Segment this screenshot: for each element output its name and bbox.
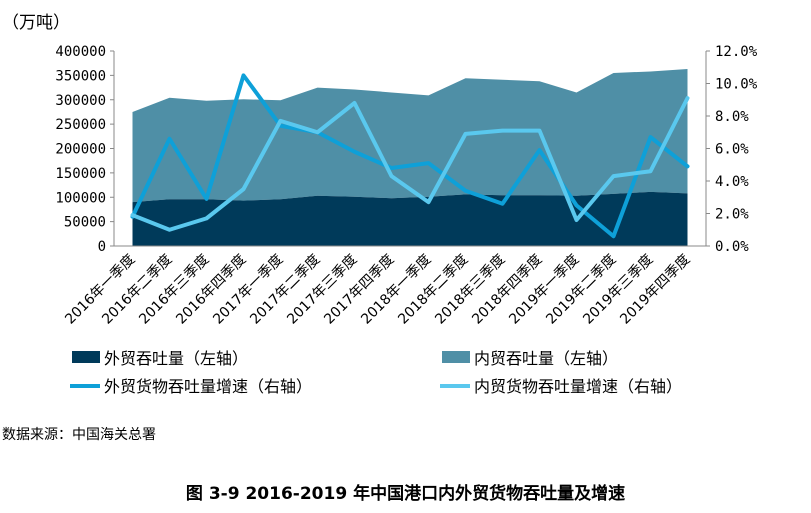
unit-label: （万吨）: [2, 13, 70, 33]
line-foreign-growth-point: [613, 235, 614, 237]
area-domestic-throughput: [132, 69, 688, 203]
area-layer: [132, 69, 688, 246]
line-domestic-growth-point: [206, 217, 207, 219]
line-domestic-growth-point: [169, 229, 170, 231]
line-domestic-growth-point: [613, 175, 614, 177]
line-foreign-growth-point: [243, 74, 244, 76]
y-left-tick-label: 400000: [55, 44, 106, 60]
line-foreign-growth-point: [502, 203, 503, 205]
line-foreign-growth-point: [539, 149, 540, 151]
line-domestic-growth-point: [576, 219, 577, 221]
legend-label: 内贸吞吐量（左轴）: [474, 349, 618, 368]
line-domestic-growth-point: [391, 175, 392, 177]
figure-caption: 图 3-9 2016-2019 年中国港口内外贸货物吞吐量及增速: [185, 484, 626, 504]
area-foreign-throughput: [132, 191, 688, 246]
line-foreign-growth-point: [169, 138, 170, 140]
line-domestic-growth-point: [243, 188, 244, 190]
line-domestic-growth-point: [539, 130, 540, 132]
y-left-tick-label: 0: [98, 239, 106, 255]
line-foreign-growth-point: [650, 136, 651, 138]
line-domestic-growth-point: [687, 97, 688, 99]
line-foreign-growth-point: [687, 165, 688, 167]
y-left-tick-label: 150000: [55, 166, 106, 182]
y-left-tick-label: 50000: [64, 215, 106, 231]
y-right-tick-label: 12.0%: [715, 44, 758, 60]
legend-label: 外贸货物吞吐量增速（右轴）: [104, 377, 312, 396]
legend-label: 内贸货物吞吐量增速（右轴）: [474, 377, 682, 396]
y-left-tick-label: 250000: [55, 117, 106, 133]
line-domestic-growth-point: [428, 201, 429, 203]
y-right-tick-label: 6.0%: [715, 142, 749, 158]
line-foreign-growth-point: [465, 190, 466, 192]
y-right-tick-label: 0.0%: [715, 239, 749, 255]
line-domestic-growth-point: [132, 214, 133, 216]
legend-label: 外贸吞吐量（左轴）: [104, 349, 248, 368]
y-right-tick-label: 10.0%: [715, 77, 758, 93]
line-domestic-growth-point: [502, 130, 503, 132]
line-foreign-growth-point: [206, 198, 207, 200]
y-right-tick-label: 8.0%: [715, 109, 749, 125]
y-left-tick-label: 350000: [55, 68, 106, 84]
line-domestic-growth-point: [650, 170, 651, 172]
line-domestic-growth-point: [465, 133, 466, 135]
line-foreign-growth-point: [428, 162, 429, 164]
line-foreign-growth-point: [391, 167, 392, 169]
y-left-tick-label: 100000: [55, 190, 106, 206]
y-left-tick-label: 300000: [55, 93, 106, 109]
line-domestic-growth-point: [354, 102, 355, 104]
source-note: 数据来源：中国海关总署: [2, 427, 156, 443]
chart: （万吨） 0 50000 100000 150000 200000 250000 30000…: [2, 13, 758, 396]
y-left-tick-label: 200000: [55, 142, 106, 158]
line-layer: [130, 73, 690, 239]
y-right-tick-label: 4.0%: [715, 174, 749, 190]
legend-swatch: [72, 351, 100, 363]
line-domestic-growth-point: [317, 131, 318, 133]
line-domestic-growth: [130, 96, 690, 232]
legend-swatch: [442, 351, 470, 363]
line-domestic-growth-point: [280, 120, 281, 122]
y-right-tick-label: 2.0%: [715, 207, 749, 223]
line-foreign-growth-point: [354, 151, 355, 153]
line-foreign-growth-point: [576, 204, 577, 206]
line-foreign-growth: [130, 73, 690, 239]
legend: 外贸吞吐量（左轴） 内贸吞吐量（左轴） 外贸货物吞吐量增速（右轴） 内贸货物吞吐量增速…: [70, 349, 682, 396]
